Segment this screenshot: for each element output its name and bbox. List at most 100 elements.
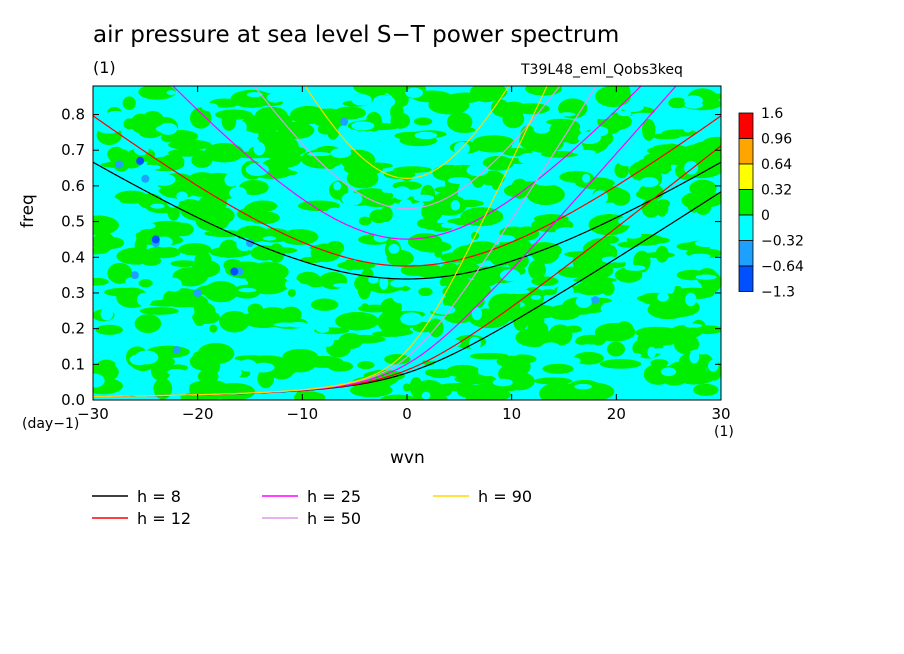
cyan-contour-patch [639,177,659,188]
green-contour-patch [138,86,176,100]
cyan-contour-patch [316,326,330,333]
cyan-contour-patch [641,317,655,324]
cyan-contour-patch [539,342,562,357]
cyan-contour-patch [623,289,641,299]
cyan-contour-patch [431,152,455,165]
green-contour-patch [323,155,337,170]
y-tick-label: 0.7 [61,141,85,159]
green-contour-patch [464,384,500,400]
cyan-contour-patch [379,276,389,290]
colorbar-swatch [738,189,754,216]
x-tick-label: 0 [402,405,412,423]
x-tick-label: 30 [711,405,730,423]
y-tick-label: 0.1 [61,355,85,373]
green-contour-patch [636,295,653,302]
cyan-contour-patch [492,378,513,387]
green-contour-patch [393,166,432,174]
cyan-contour-patch [572,149,597,155]
cyan-contour-patch [338,125,349,135]
green-contour-patch [439,262,461,283]
colorbar-swatch [738,163,754,190]
cyan-contour-patch [441,222,457,229]
anomaly-patch [256,313,265,322]
green-contour-patch [694,197,712,216]
cyan-contour-patch [689,253,711,259]
cyan-contour-patch [97,196,121,209]
green-contour-patch [199,354,221,377]
green-contour-patch [673,146,689,164]
green-contour-patch [515,304,558,320]
green-contour-patch [176,199,202,213]
green-contour-patch [380,394,416,400]
green-contour-patch [134,314,162,334]
green-contour-patch [95,324,123,335]
cyan-contour-patch [351,121,375,131]
green-contour-patch [700,136,721,155]
legend-label: h = 12 [137,509,191,528]
y-axis-unit: (day−1) [22,416,80,432]
y-tick-label: 0.2 [61,320,85,338]
colorbar-label: −1.3 [761,285,795,301]
cyan-contour-patch [374,134,384,144]
cyan-contour-patch [165,277,183,292]
colorbar-label: 0 [761,208,770,224]
green-contour-patch [675,369,716,385]
green-contour-patch [122,96,136,111]
green-contour-patch [412,324,434,333]
cyan-contour-patch [574,383,592,390]
cyan-contour-patch [339,208,351,221]
cyan-contour-patch [250,138,260,147]
cyan-contour-patch [666,282,675,294]
legend-label: h = 50 [307,509,361,528]
green-contour-patch [159,222,177,237]
chart-title: air pressure at sea level S−T power spec… [93,22,620,48]
cyan-contour-patch [235,121,247,134]
green-contour-patch [650,359,669,367]
anomaly-patch [361,303,370,312]
green-contour-patch [528,259,546,280]
green-contour-patch [542,363,574,374]
green-contour-patch [668,97,687,109]
cyan-contour-patch [565,357,581,365]
green-contour-patch [300,256,323,264]
green-contour-patch [161,154,185,169]
cyan-contour-patch [330,148,352,158]
green-contour-patch [676,242,701,251]
green-contour-patch [153,377,173,400]
green-contour-patch [637,330,682,346]
green-contour-patch [418,287,433,297]
green-contour-patch [358,216,372,226]
green-contour-patch [643,251,675,259]
green-contour-patch [138,279,153,288]
cyan-contour-patch [614,307,625,321]
green-contour-patch [575,281,609,296]
anomaly-patch [136,156,145,165]
cyan-contour-patch [178,325,190,333]
colorbar-label: 1.6 [761,106,783,122]
colorbar-label: −0.64 [761,259,804,275]
green-contour-patch [280,229,319,245]
green-contour-patch [614,267,643,283]
green-contour-patch [557,266,594,278]
cyan-contour-patch [140,164,161,170]
inertia-gravity-curve [172,86,642,240]
green-contour-patch [503,184,533,198]
x-tick-label: −10 [287,405,319,423]
green-contour-patch [190,107,212,129]
cyan-contour-patch [617,110,632,117]
green-contour-patch [295,389,312,400]
cyan-contour-patch [466,164,489,177]
green-contour-patch [261,309,277,327]
cyan-contour-patch [491,234,516,243]
green-contour-patch [409,377,423,397]
cyan-contour-patch [530,294,542,300]
cyan-contour-patch [690,349,714,355]
cyan-contour-patch [251,362,275,373]
cyan-contour-patch [447,177,471,184]
anomaly-patch [172,346,181,355]
cyan-contour-patch [284,278,301,290]
green-contour-patch [138,127,163,139]
cyan-contour-patch [93,260,110,265]
green-contour-patch [514,359,531,375]
green-contour-patch [243,203,260,219]
